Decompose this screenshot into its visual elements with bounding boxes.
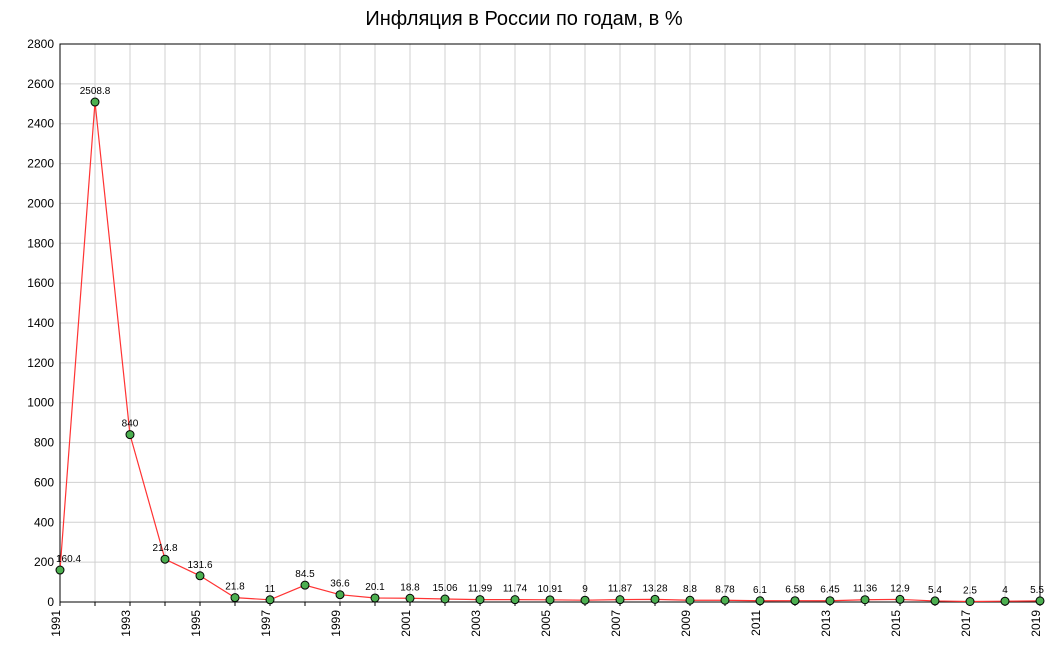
data-point [966, 598, 974, 606]
data-point [861, 596, 869, 604]
x-tick-label: 2017 [959, 610, 973, 637]
point-label: 6.45 [820, 585, 840, 596]
data-point [651, 595, 659, 603]
chart-title: Инфляция в России по годам, в % [0, 8, 1048, 31]
data-point [231, 594, 239, 602]
data-point [721, 596, 729, 604]
point-label: 8.78 [715, 584, 735, 595]
chart-svg: 0 200 400 600 800 1000 1200 1400 1600 1800 2000 220… [0, 0, 1048, 660]
data-point [441, 595, 449, 603]
data-point [196, 572, 204, 580]
data-point [511, 596, 519, 604]
y-tick-label: 1600 [27, 276, 54, 290]
data-point [896, 595, 904, 603]
data-point [161, 555, 169, 563]
chart-container: Инфляция в России по годам, в % 0 200 400 6… [0, 0, 1048, 660]
y-tick-label: 2000 [27, 196, 54, 210]
x-tick-label: 2007 [609, 610, 623, 637]
y-tick-label: 600 [34, 475, 54, 489]
y-tick-label: 2200 [27, 157, 54, 171]
x-tick-label: 1993 [119, 610, 133, 637]
data-point [686, 596, 694, 604]
data-point [546, 596, 554, 604]
y-tick-label: 2400 [27, 117, 54, 131]
data-point [791, 597, 799, 605]
point-label: 840 [122, 419, 139, 430]
data-point [126, 431, 134, 439]
point-label: 4 [1002, 585, 1008, 596]
data-point [756, 597, 764, 605]
data-point [91, 98, 99, 106]
point-label: 18.8 [400, 582, 420, 593]
point-label: 2.5 [963, 586, 977, 597]
x-tick-label: 1997 [259, 610, 273, 637]
x-tick-label: 1991 [49, 610, 63, 637]
y-tick-label: 200 [34, 555, 54, 569]
x-tick-label: 2015 [889, 610, 903, 637]
point-label: 2508.8 [80, 86, 111, 97]
data-point [336, 591, 344, 599]
point-label: 6.1 [753, 585, 767, 596]
point-label: 11.36 [853, 584, 878, 595]
point-label: 15.06 [432, 583, 457, 594]
data-point [476, 596, 484, 604]
point-label: 12.9 [890, 583, 910, 594]
data-point [371, 594, 379, 602]
point-label: 84.5 [295, 569, 315, 580]
data-point [266, 596, 274, 604]
point-label: 10.91 [537, 584, 562, 595]
x-tick-label: 2019 [1029, 610, 1043, 637]
point-label: 5.5 [1030, 585, 1044, 596]
x-tick-label: 2013 [819, 610, 833, 637]
y-tick-label: 800 [34, 436, 54, 450]
y-tick-label: 2600 [27, 77, 54, 91]
point-label: 214.8 [152, 543, 177, 554]
data-point [301, 581, 309, 589]
y-tick-label: 0 [47, 595, 54, 609]
point-label: 11.87 [608, 584, 633, 595]
point-label: 21.8 [225, 582, 245, 593]
x-tick-label: 1995 [189, 610, 203, 637]
point-label: 6.58 [785, 585, 805, 596]
point-label: 11.99 [468, 584, 493, 595]
point-label: 8.8 [683, 584, 697, 595]
data-point [826, 597, 834, 605]
y-tick-label: 1400 [27, 316, 54, 330]
point-label: 131.6 [187, 560, 212, 571]
point-label: 20.1 [365, 582, 385, 593]
x-tick-label: 2011 [749, 610, 763, 636]
point-label: 5.4 [928, 585, 942, 596]
x-tick-label: 1999 [329, 610, 343, 637]
point-label: 160.4 [56, 554, 81, 565]
x-tick-label: 2003 [469, 610, 483, 637]
x-tick-label: 2009 [679, 610, 693, 637]
data-point [56, 566, 64, 574]
x-tick-label: 2005 [539, 610, 553, 637]
y-tick-label: 1000 [27, 396, 54, 410]
point-label: 9 [582, 584, 588, 595]
data-point [616, 596, 624, 604]
point-label: 13.28 [642, 583, 667, 594]
y-tick-label: 2800 [27, 37, 54, 51]
point-label: 36.6 [330, 579, 350, 590]
data-point [581, 596, 589, 604]
y-tick-label: 1800 [27, 236, 54, 250]
x-tick-label: 2001 [399, 610, 413, 637]
point-label: 11.74 [503, 584, 528, 595]
data-point [1036, 597, 1044, 605]
data-point [1001, 597, 1009, 605]
y-tick-label: 400 [34, 515, 54, 529]
data-point [406, 594, 414, 602]
data-point [931, 597, 939, 605]
point-label: 11 [265, 584, 276, 595]
y-tick-label: 1200 [27, 356, 54, 370]
